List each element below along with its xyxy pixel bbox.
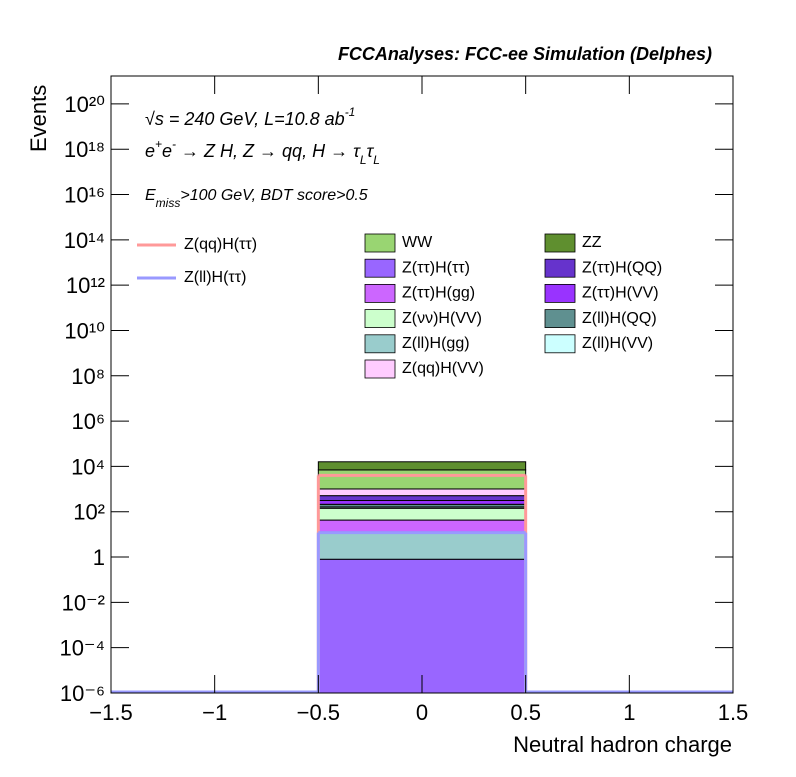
legend-label: Z(ττ)H(gg) <box>402 285 475 302</box>
y-tick-label: 10⁸ <box>71 364 105 389</box>
annotation: Emiss>100 GeV, BDT score>0.5 <box>145 187 368 210</box>
y-tick-label: 10¹⁰ <box>64 318 105 343</box>
x-axis-label: Neutral hadron charge <box>513 732 732 757</box>
y-tick-label: 10¹⁶ <box>64 183 105 208</box>
legend-swatch <box>364 309 396 329</box>
annotation-part: → Z H, Z → qq, H → τ <box>176 141 361 161</box>
y-axis-label: Events <box>26 85 51 152</box>
legend-label: ZZ <box>582 234 602 251</box>
annotation-part: + <box>155 137 162 151</box>
legend-swatch <box>364 283 396 303</box>
x-tick-label: −1 <box>202 700 227 725</box>
annotation-part: miss <box>156 196 181 210</box>
legend-label: Z(ll)H(gg) <box>402 335 470 352</box>
bar-segment <box>317 469 527 490</box>
annotation-part: E <box>145 187 156 204</box>
bar-segment <box>317 507 527 521</box>
y-tick-label: 10⁻⁶ <box>60 681 105 706</box>
x-tick-label: 1 <box>623 700 635 725</box>
chart-title: FCCAnalyses: FCC-ee Simulation (Delphes) <box>338 44 712 64</box>
annotation-part: -1 <box>345 105 356 119</box>
y-tick-label: 10⁶ <box>71 409 105 434</box>
annotation-part: τ <box>367 141 375 161</box>
legend-label: Z(νν)H(VV) <box>402 310 482 327</box>
legend-label: Z(ττ)H(QQ) <box>582 259 662 276</box>
x-tick-label: 0 <box>416 700 428 725</box>
y-tick-label: 10¹⁸ <box>64 137 105 162</box>
legend-swatch <box>364 359 396 379</box>
x-tick-label: −0.5 <box>297 700 340 725</box>
legend-label: WW <box>402 234 433 251</box>
annotation: √s = 240 GeV, L=10.8 ab-1 <box>145 105 355 129</box>
legend-swatch <box>364 233 396 253</box>
bar-segment <box>317 500 527 505</box>
x-tick-label: 0.5 <box>510 700 541 725</box>
bar-segment <box>317 558 527 694</box>
legend-label: Z(ττ)H(VV) <box>582 285 659 302</box>
y-tick-label: 10² <box>73 500 105 525</box>
y-tick-label: 1 <box>93 545 105 570</box>
annotation-part: - <box>172 137 176 151</box>
x-tick-label: −1.5 <box>89 700 132 725</box>
bar-segment <box>317 461 527 471</box>
legend-label: Z(qq)H(VV) <box>402 360 484 377</box>
annotation-part: e <box>145 141 155 161</box>
annotation-part: e <box>162 141 172 161</box>
y-tick-label: 10²⁰ <box>64 92 105 117</box>
legend-label: Z(qq)H(ττ) <box>184 236 257 253</box>
annotation: e+e- → Z H, Z → qq, H → τLτL <box>145 137 380 167</box>
legend-label: Z(ττ)H(ττ) <box>402 259 470 276</box>
annotation-part: L <box>373 153 380 167</box>
bar-segment <box>317 495 527 502</box>
annotation-part: √s = 240 GeV, L=10.8 ab <box>145 109 345 129</box>
y-tick-label: 10¹² <box>66 273 105 298</box>
annotation-part: >100 GeV, BDT score>0.5 <box>180 187 367 204</box>
bar-segment <box>317 488 527 497</box>
y-tick-label: 10⁴ <box>71 454 105 479</box>
legend-label: Z(ll)H(QQ) <box>582 310 657 327</box>
x-tick-label: 1.5 <box>718 700 749 725</box>
legend-swatch <box>544 233 576 253</box>
legend-label: Z(ll)H(ττ) <box>184 269 246 286</box>
legend-swatch <box>364 258 396 278</box>
legend-swatch <box>544 309 576 329</box>
bar-segment <box>317 519 527 533</box>
legend-swatch <box>544 283 576 303</box>
y-tick-label: 10¹⁴ <box>64 228 105 253</box>
legend-swatch <box>544 258 576 278</box>
legend-swatch <box>544 334 576 354</box>
bar-segment <box>317 531 527 560</box>
annotation-part: L <box>360 153 367 167</box>
y-tick-label: 10⁻² <box>62 590 105 615</box>
y-tick-label: 10⁻⁴ <box>59 636 105 661</box>
legend-swatch <box>364 334 396 354</box>
legend-label: Z(ll)H(VV) <box>582 335 653 352</box>
